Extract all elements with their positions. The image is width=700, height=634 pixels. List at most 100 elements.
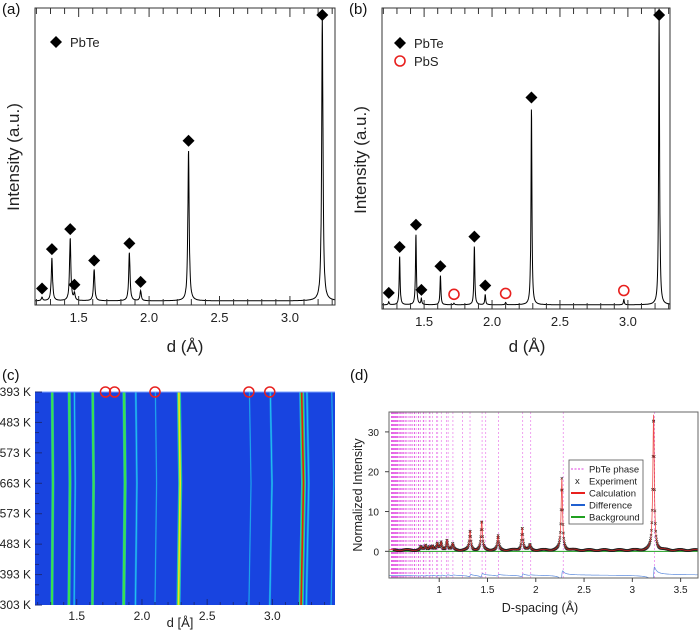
pbte-peak-marker [134,275,147,288]
temperature-label: 483 K [0,415,31,429]
x-tick-label: 2.0 [134,609,151,623]
heatmap-background [35,392,335,605]
pbte-diamond-legend-icon [394,37,406,49]
x-tick-label: 1.5 [415,314,433,329]
x-tick-label: 3.0 [264,609,281,623]
pbte-peak-marker [525,91,538,104]
pbte-peak-marker [182,134,195,147]
x-tick-label: 2.0 [140,310,158,325]
heatmap-line-core [51,392,54,605]
heatmap-line-core [134,392,138,605]
panel-label-b: (b) [349,1,367,18]
temperature-label: 393 K [0,385,31,399]
x-tick-label: 2.5 [199,609,216,623]
heatmap-line-core [91,392,95,605]
pbte-peak-marker [653,9,666,21]
panel-a-ylabel: Intensity (a.u.) [4,103,23,211]
panel-label-d: (d) [350,367,368,384]
panel-b-legend: PbTe PbS [394,36,444,69]
pbs-marker [99,386,112,398]
pbs-peak-marker [499,287,512,300]
temperature-label: 663 K [0,476,31,490]
calculation-line [389,414,698,552]
panel-label-c: (c) [2,367,20,384]
x-tick-label: 1 [436,585,442,596]
legend-label-pbs: PbS [414,54,439,69]
pbte-peak-marker [68,278,81,291]
legend-label: Difference [589,501,632,512]
difference-line [389,566,698,578]
x-tick-label: 2 [533,585,539,596]
pbte-peak-marker [415,283,428,296]
x-tick-label: 2.5 [210,310,228,325]
pbte-peak-marker [468,230,481,243]
heatmap-line-core [305,392,310,605]
pbte-peak-marker [434,260,447,273]
temperature-label: 393 K [0,568,31,582]
y-tick-label: 30 [368,428,380,439]
pbte-peak-marker [393,240,406,253]
pbs-marker [243,386,255,398]
legend-label: Calculation [589,489,636,500]
x-tick-label: 1.5 [481,585,495,596]
heatmap-line-core [248,392,252,605]
pbte-peak-marker [88,254,101,267]
pbte-peak-marker [123,237,136,250]
heatmap-line-core [177,392,181,605]
x-tick-label: 2.5 [551,314,569,329]
y-tick-label: 10 [368,508,380,519]
x-tick-label: 3 [630,585,636,596]
pbs-marker [108,386,121,398]
heatmap-line-core [269,392,273,605]
heatmap-line-core [73,392,76,605]
legend-label: Experiment [589,477,637,488]
panel-b-chart: 1.5 2.0 2.5 3.0 PbTe PbS Intensity (a.u.) d… [351,7,671,356]
panel-a-frame [34,7,336,306]
panel-a-chart: 1.5 2.0 2.5 3.0 PbTe Intensity (a.u.) d (Å) [4,7,336,356]
experiment-point [560,476,564,480]
heatmap-line-core [154,392,158,605]
legend-label: Background [589,513,640,524]
pbte-diamond-legend-icon [50,36,62,48]
experiment-legend-icon: x [575,476,580,487]
panel-d-frame [388,411,699,579]
pbs-peak-marker [618,284,630,297]
x-tick-label: 2.0 [483,314,501,329]
panel-b-xlabel: d (Å) [509,337,546,356]
heatmap-line-core [300,392,305,605]
panel-a-xlabel: d (Å) [167,337,204,356]
panel-b-ylabel: Intensity (a.u.) [351,106,370,214]
x-tick-label: 3.0 [281,310,299,325]
heatmap-line-core [68,392,71,605]
temperature-label: 483 K [0,537,31,551]
x-tick-label: 1.5 [70,310,88,325]
diffraction-pattern-line [382,8,670,306]
pbte-peak-marker [316,9,329,21]
pbte-peak-marker [64,223,77,236]
panel-d-xlabel: D-spacing (Å) [502,600,578,615]
panel-d-ylabel: Normalized Intensity [351,438,365,552]
pbs-marker [149,386,161,398]
pbs-marker [264,386,276,398]
panel-c-xlabel: d [Å] [167,615,194,630]
pbte-peak-marker [479,279,492,292]
x-tick-label: 3.0 [619,314,637,329]
panel-a-legend: PbTe [50,35,100,50]
pbte-peak-marker [36,282,49,295]
y-tick-label: 20 [368,468,380,479]
heatmap-line-core [330,392,335,605]
x-tick-label: 1.5 [68,609,85,623]
heatmap-line-core [122,392,126,605]
x-tick-label: 3.5 [674,585,688,596]
x-tick-label: 2.5 [577,585,591,596]
legend-label-pbte: PbTe [414,36,444,51]
temperature-label: 573 K [0,446,31,460]
pbte-peak-marker [409,218,422,231]
panel-c-heatmap: 393 K 483 K 573 K 663 K 573 K 483 K 393 K 303 K… [0,385,335,630]
pbs-peak-marker [448,288,460,301]
pbte-peak-marker [45,243,58,256]
diffraction-pattern-line [35,15,335,302]
legend-label-pbte: PbTe [70,35,100,50]
pbs-circle-legend-icon [394,55,406,67]
